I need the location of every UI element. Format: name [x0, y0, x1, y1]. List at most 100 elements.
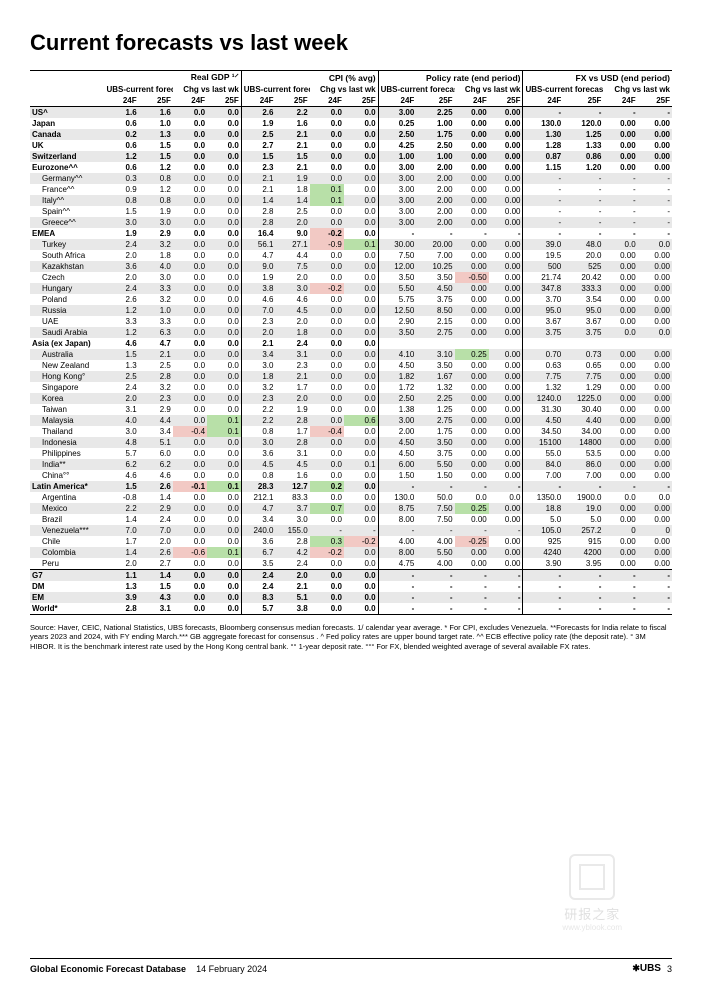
cell: 0.8 — [139, 195, 173, 206]
cell: 0.00 — [603, 151, 637, 162]
cell: - — [603, 481, 637, 492]
row-label: Switzerland — [30, 151, 104, 162]
cell: 1.7 — [104, 536, 138, 547]
cell: 0.0 — [310, 404, 344, 415]
cell: - — [378, 592, 416, 603]
cell: 0.00 — [455, 360, 489, 371]
cell: 0.00 — [638, 437, 672, 448]
cell: 0.00 — [455, 514, 489, 525]
cell: 0.0 — [344, 195, 378, 206]
cell: 0.1 — [207, 426, 241, 437]
cell: 0.0 — [207, 195, 241, 206]
cell: 2.0 — [275, 316, 309, 327]
cell: 0.00 — [638, 272, 672, 283]
cell: 4.8 — [104, 437, 138, 448]
cell: 0.0 — [207, 437, 241, 448]
cell: 333.3 — [563, 283, 603, 294]
cell: -0.1 — [173, 481, 207, 492]
cell: 0.00 — [638, 371, 672, 382]
cell: 55.0 — [523, 448, 563, 459]
cell: -0.2 — [310, 283, 344, 294]
cell: 2.25 — [416, 107, 454, 119]
cell: 0.0 — [173, 603, 207, 615]
cell: 0.00 — [603, 459, 637, 470]
cell: 0.00 — [455, 448, 489, 459]
cell: 30.00 — [378, 239, 416, 250]
table-row: Poland2.63.20.00.04.64.60.00.05.753.750.… — [30, 294, 672, 305]
cell: 20.00 — [416, 239, 454, 250]
cell: - — [416, 228, 454, 239]
cell: 2.8 — [275, 437, 309, 448]
cell: 1.00 — [416, 118, 454, 129]
cell: - — [603, 217, 637, 228]
cell: 0.25 — [455, 503, 489, 514]
cell: 3.0 — [275, 514, 309, 525]
cell: 1.2 — [104, 327, 138, 338]
cell: 3.4 — [241, 514, 275, 525]
row-label: Mexico — [30, 503, 104, 514]
cell: 3.95 — [563, 558, 603, 570]
cell: 0.0 — [207, 459, 241, 470]
cell: 0.0 — [310, 349, 344, 360]
cell: 2.00 — [416, 173, 454, 184]
cell: 4.40 — [563, 415, 603, 426]
cell: 0.0 — [344, 547, 378, 558]
cell: 3.6 — [104, 261, 138, 272]
cell: 0.0 — [603, 492, 637, 503]
cell: 34.00 — [563, 426, 603, 437]
cell: 0.0 — [310, 250, 344, 261]
cell: 1.29 — [563, 382, 603, 393]
cell: 1.32 — [523, 382, 563, 393]
cell: 0.1 — [310, 184, 344, 195]
cell: 1.8 — [241, 371, 275, 382]
cell: 0.00 — [455, 316, 489, 327]
row-label: EM — [30, 592, 104, 603]
cell: 1.50 — [378, 470, 416, 481]
table-row: Latin America*1.52.6-0.10.128.312.70.20.… — [30, 481, 672, 492]
cell: 1350.0 — [523, 492, 563, 503]
cell: 3.67 — [563, 316, 603, 327]
table-row: UK0.61.50.00.02.72.10.00.04.252.500.000.… — [30, 140, 672, 151]
cell: 3.50 — [416, 437, 454, 448]
cell: -0.9 — [310, 239, 344, 250]
cell: 1900.0 — [563, 492, 603, 503]
cell: 3.75 — [416, 448, 454, 459]
cell: 1.6 — [275, 470, 309, 481]
cell: 95.0 — [523, 305, 563, 316]
cell: - — [378, 581, 416, 592]
cell: 0.00 — [638, 503, 672, 514]
cell: 0.0 — [207, 184, 241, 195]
cell: 0.00 — [603, 294, 637, 305]
table-row: Malaysia4.04.40.00.12.22.80.00.63.002.75… — [30, 415, 672, 426]
cell: 2.5 — [275, 206, 309, 217]
cell: 0.0 — [344, 603, 378, 615]
cell: - — [603, 173, 637, 184]
table-row: Czech2.03.00.00.01.92.00.00.03.503.50-0.… — [30, 272, 672, 283]
cell: 525 — [563, 261, 603, 272]
cell: 3.67 — [523, 316, 563, 327]
cell: 0.0 — [173, 570, 207, 582]
row-label: Latin America* — [30, 481, 104, 492]
cell: 0.0 — [310, 140, 344, 151]
cell: 0.0 — [207, 217, 241, 228]
cell: 48.0 — [563, 239, 603, 250]
cell: 0.2 — [104, 129, 138, 140]
row-label: Poland — [30, 294, 104, 305]
cell: 0.0 — [173, 118, 207, 129]
cell: 3.0 — [104, 426, 138, 437]
cell: 2.5 — [241, 129, 275, 140]
table-row: Thailand3.03.4-0.40.10.81.7-0.40.02.001.… — [30, 426, 672, 437]
cell — [455, 338, 489, 349]
cell: 83.3 — [275, 492, 309, 503]
cell: 2.0 — [139, 536, 173, 547]
cell: 1.00 — [378, 151, 416, 162]
cell: 5.75 — [378, 294, 416, 305]
cell: 0.0 — [310, 151, 344, 162]
cell: 3.00 — [378, 206, 416, 217]
cell: 15100 — [523, 437, 563, 448]
cell: 0.00 — [489, 129, 523, 140]
cell: 0.00 — [638, 459, 672, 470]
row-label: UAE — [30, 316, 104, 327]
cell: 0.0 — [310, 107, 344, 119]
cell: 0.0 — [173, 184, 207, 195]
